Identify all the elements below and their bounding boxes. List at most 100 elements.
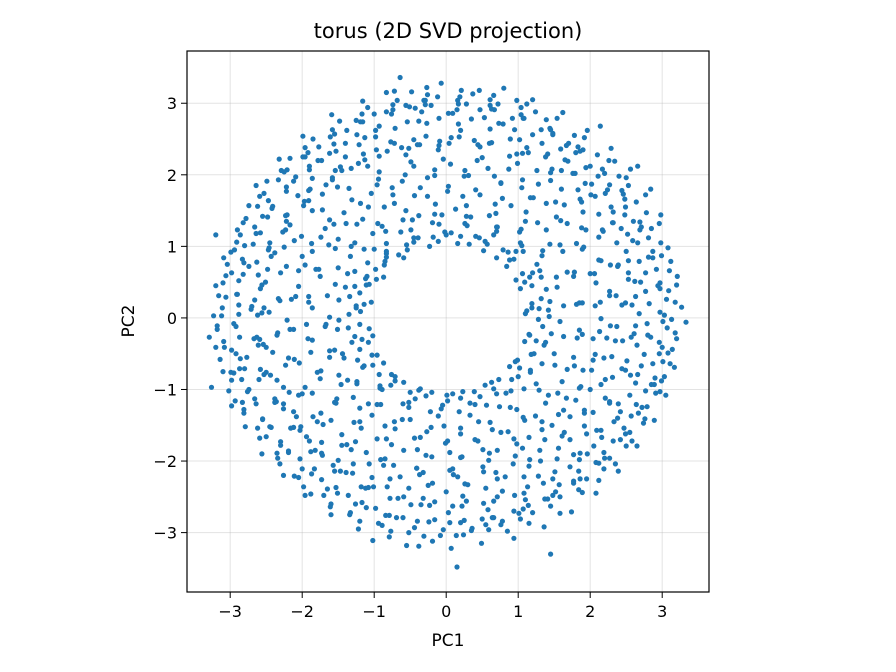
scatter-point [561,303,567,309]
scatter-point [357,321,363,327]
scatter-point [563,395,570,401]
scatter-point [491,232,497,238]
scatter-point [329,127,335,133]
scatter-point [366,461,372,467]
scatter-point [500,121,506,127]
scatter-point [360,364,366,370]
scatter-point [368,299,374,305]
scatter-point [297,456,303,462]
axis-ticks: −3 −2 −1 0 1 2 3 −3 −2 −1 0 1 2 3 [153,94,667,621]
scatter-point [567,414,573,420]
scatter-point [658,212,664,218]
scatter-point [336,317,342,323]
scatter-point [414,142,420,148]
scatter-point [342,284,348,290]
scatter-point [401,379,407,385]
scatter-point [487,97,493,103]
scatter-point [411,235,417,241]
scatter-point [543,117,549,123]
scatter-point [360,151,366,157]
scatter-point [254,259,260,265]
scatter-point [525,484,531,490]
scatter-point [349,339,355,345]
scatter-point [388,442,395,448]
scatter-point [309,248,315,254]
scatter-point [406,530,412,536]
scatter-point [645,332,651,338]
scatter-point [594,427,600,433]
scatter-point [333,484,339,491]
scatter-point [476,419,482,425]
scatter-point [643,210,650,216]
scatter-point [283,218,289,224]
scatter-point [354,381,360,387]
scatter-point [352,439,359,445]
scatter-point [581,423,588,429]
scatter-point [607,288,613,294]
scatter-point [423,393,429,399]
scatter-point [528,351,534,357]
scatter-point [478,540,485,546]
scatter-point [375,176,382,182]
scatter-point [219,305,225,311]
scatter-point [643,270,649,276]
scatter-point [607,293,613,299]
scatter-point [401,494,407,500]
scatter-point [522,417,528,423]
scatter-point [573,240,580,247]
scatter-point [515,374,521,380]
scatter-point [298,233,305,239]
scatter-point [486,213,492,219]
scatter-point [400,217,406,223]
scatter-point [539,361,545,367]
scatter-point [561,407,567,413]
scatter-point [416,543,422,549]
scatter-point [234,227,240,233]
scatter-point [440,156,446,162]
scatter-point [660,359,666,365]
scatter-point [267,372,274,378]
scatter-point [668,258,674,264]
scatter-point [288,425,294,431]
scatter-point [601,466,607,472]
scatter-point [494,224,500,230]
scatter-point [345,492,351,498]
scatter-point [373,505,379,511]
scatter-point [213,232,219,238]
scatter-point [255,203,261,209]
y-tick-label: −3 [153,524,177,543]
scatter-point [300,154,306,160]
scatter-point [252,224,258,230]
scatter-point [529,305,535,311]
scatter-point [334,184,341,190]
scatter-point [236,278,242,284]
scatter-point [468,214,474,220]
scatter-point [576,300,583,306]
scatter-point [327,314,333,320]
scatter-point [602,376,608,383]
scatter-point [302,145,308,151]
scatter-point [391,88,397,94]
scatter-point [468,116,474,122]
scatter-point [283,184,289,190]
scatter-point [365,163,371,169]
scatter-point [454,107,460,113]
scatter-point [213,283,219,289]
scatter-point [220,280,226,286]
scatter-point [479,155,485,161]
scatter-point [403,102,409,108]
scatter-point [555,411,562,418]
scatter-point [635,163,641,169]
scatter-point [422,102,428,108]
scatter-point [550,130,556,136]
scatter-point [460,389,466,395]
scatter-point [287,222,293,228]
scatter-point [356,142,362,148]
scatter-point [463,101,469,107]
scatter-point [217,356,223,362]
scatter-point [276,156,282,162]
scatter-point [366,326,372,332]
scatter-point [428,424,434,430]
scatter-point [665,245,671,251]
scatter-point [551,351,557,357]
